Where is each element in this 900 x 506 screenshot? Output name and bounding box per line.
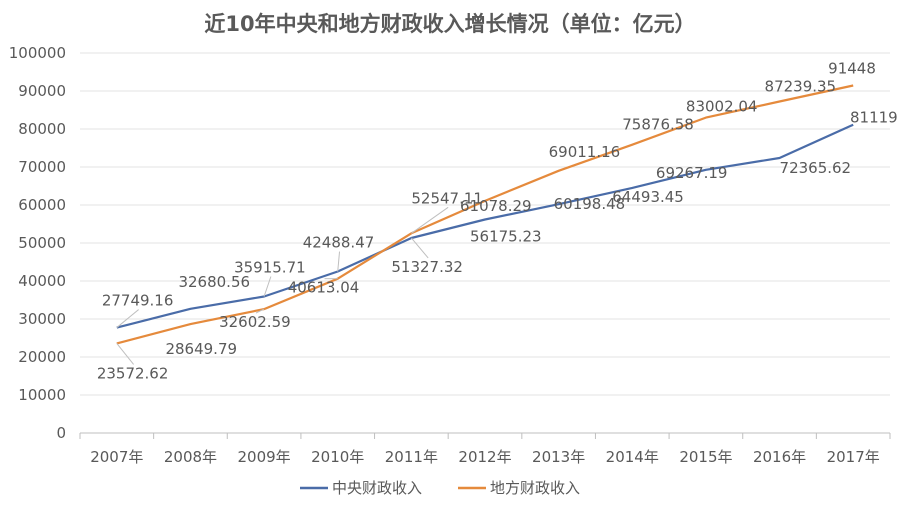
y-tick-label: 90000 xyxy=(18,82,66,100)
y-tick-label: 70000 xyxy=(18,158,66,176)
x-tick-label: 2007年 xyxy=(90,448,143,466)
y-tick-label: 30000 xyxy=(18,310,66,328)
x-tick-label: 2013年 xyxy=(532,448,585,466)
y-tick-label: 100000 xyxy=(9,44,66,62)
data-label: 69011.16 xyxy=(549,143,621,161)
data-label: 32680.56 xyxy=(178,273,250,291)
x-tick-label: 2012年 xyxy=(458,448,511,466)
y-tick-label: 40000 xyxy=(18,272,66,290)
data-label: 28649.79 xyxy=(165,340,237,358)
series-line-local xyxy=(116,84,854,345)
data-label: 60198.48 xyxy=(554,195,626,213)
data-label-leader xyxy=(411,206,449,234)
data-label-leader xyxy=(263,276,272,297)
data-label: 23572.62 xyxy=(97,364,169,382)
x-tick-label: 2014年 xyxy=(606,448,659,466)
legend-label: 中央财政收入 xyxy=(332,479,422,497)
y-tick-label: 20000 xyxy=(18,348,66,366)
data-label: 83002.04 xyxy=(686,98,758,116)
data-label: 87239.35 xyxy=(765,77,837,95)
data-label: 91448 xyxy=(828,59,876,77)
data-label: 69267.19 xyxy=(656,164,728,182)
data-label: 32602.59 xyxy=(219,313,291,331)
series-line-central xyxy=(116,123,854,329)
y-tick-label: 10000 xyxy=(18,386,66,404)
data-label: 61078.29 xyxy=(460,197,532,215)
data-label: 81119 xyxy=(850,109,898,127)
data-label: 75876.58 xyxy=(622,116,694,134)
data-label: 72365.62 xyxy=(780,159,852,177)
x-tick-label: 2017年 xyxy=(827,448,880,466)
data-label: 40613.04 xyxy=(288,279,360,297)
data-label-leader xyxy=(255,308,265,314)
legend-label: 地方财政收入 xyxy=(490,479,580,497)
x-tick-label: 2011年 xyxy=(385,448,438,466)
data-label: 42488.47 xyxy=(303,234,375,252)
data-label-leader xyxy=(410,237,429,259)
y-tick-label: 50000 xyxy=(18,234,66,252)
x-tick-label: 2016年 xyxy=(753,448,806,466)
y-tick-label: 0 xyxy=(56,424,66,442)
y-tick-label: 60000 xyxy=(18,196,66,214)
data-label: 51327.32 xyxy=(391,258,463,276)
data-label: 52547.11 xyxy=(411,189,483,207)
x-tick-label: 2009年 xyxy=(237,448,290,466)
y-tick-label: 80000 xyxy=(18,120,66,138)
data-label: 27749.16 xyxy=(102,292,174,310)
data-label-leader xyxy=(116,309,139,328)
x-tick-label: 2015年 xyxy=(679,448,732,466)
x-tick-label: 2010年 xyxy=(311,448,364,466)
data-label: 35915.71 xyxy=(234,259,306,277)
data-label: 56175.23 xyxy=(470,228,542,246)
data-label-leader xyxy=(337,251,341,272)
data-label-leader xyxy=(116,343,135,365)
data-label: 64493.45 xyxy=(612,188,684,206)
chart-title: 近10年中央和地方财政收入增长情况（单位：亿元） xyxy=(204,12,696,36)
x-tick-label: 2008年 xyxy=(164,448,217,466)
